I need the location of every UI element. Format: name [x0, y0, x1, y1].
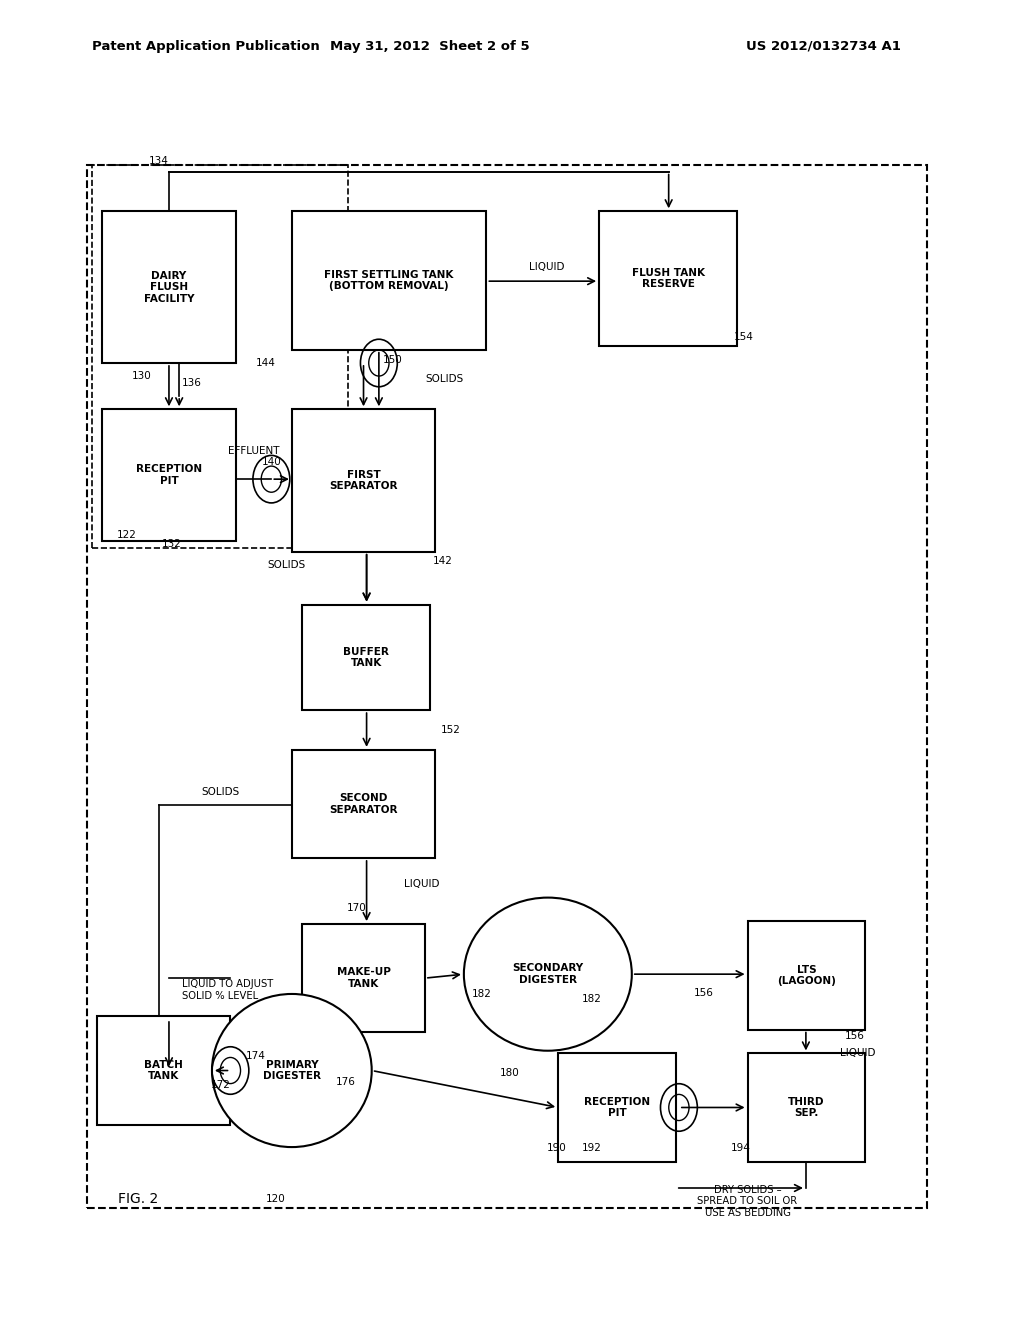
Text: 156: 156: [845, 1031, 864, 1041]
Text: 122: 122: [117, 529, 136, 540]
Text: 152: 152: [440, 725, 461, 735]
Text: DRY SOLIDS –
SPREAD TO SOIL OR
USE AS BEDDING: DRY SOLIDS – SPREAD TO SOIL OR USE AS BE…: [697, 1184, 798, 1218]
Text: FIRST
SEPARATOR: FIRST SEPARATOR: [330, 470, 397, 491]
Text: SECOND
SEPARATOR: SECOND SEPARATOR: [330, 793, 397, 814]
Text: BATCH
TANK: BATCH TANK: [144, 1060, 183, 1081]
Text: FIRST SETTLING TANK
(BOTTOM REMOVAL): FIRST SETTLING TANK (BOTTOM REMOVAL): [325, 269, 454, 292]
Text: SECONDARY
DIGESTER: SECONDARY DIGESTER: [512, 964, 584, 985]
Text: 134: 134: [150, 156, 169, 166]
Ellipse shape: [464, 898, 632, 1051]
Text: LIQUID TO ADJUST
SOLID % LEVEL: LIQUID TO ADJUST SOLID % LEVEL: [182, 979, 273, 1001]
Text: 120: 120: [266, 1193, 286, 1204]
Text: FIG. 2: FIG. 2: [118, 1192, 158, 1205]
Text: 140: 140: [261, 457, 282, 467]
FancyBboxPatch shape: [748, 1053, 865, 1162]
Text: Patent Application Publication: Patent Application Publication: [92, 40, 319, 53]
Text: US 2012/0132734 A1: US 2012/0132734 A1: [746, 40, 901, 53]
Text: 156: 156: [694, 987, 714, 998]
Text: SOLIDS: SOLIDS: [267, 560, 305, 570]
Text: RECEPTION
PIT: RECEPTION PIT: [136, 465, 202, 486]
Text: 174: 174: [246, 1051, 266, 1061]
Text: 142: 142: [432, 556, 453, 566]
Text: LIQUID: LIQUID: [840, 1048, 876, 1059]
Text: 180: 180: [500, 1068, 520, 1078]
Text: 136: 136: [182, 378, 202, 388]
Text: 150: 150: [382, 355, 402, 366]
Text: FLUSH TANK
RESERVE: FLUSH TANK RESERVE: [632, 268, 705, 289]
Text: 172: 172: [211, 1080, 231, 1090]
FancyBboxPatch shape: [302, 924, 425, 1032]
FancyBboxPatch shape: [292, 211, 486, 350]
Text: SOLIDS: SOLIDS: [425, 374, 463, 384]
Text: 192: 192: [582, 1143, 601, 1154]
Text: RECEPTION
PIT: RECEPTION PIT: [584, 1097, 650, 1118]
FancyBboxPatch shape: [292, 750, 435, 858]
Text: SOLIDS: SOLIDS: [201, 787, 240, 797]
Text: 182: 182: [582, 994, 602, 1005]
Text: 176: 176: [336, 1077, 356, 1088]
Text: LIQUID: LIQUID: [404, 879, 440, 890]
Text: 154: 154: [733, 331, 754, 342]
Text: LIQUID: LIQUID: [529, 261, 564, 272]
FancyBboxPatch shape: [102, 409, 236, 541]
Text: 144: 144: [256, 358, 276, 368]
Ellipse shape: [212, 994, 372, 1147]
Text: PRIMARY
DIGESTER: PRIMARY DIGESTER: [263, 1060, 321, 1081]
FancyBboxPatch shape: [748, 921, 865, 1030]
FancyBboxPatch shape: [292, 409, 435, 552]
FancyBboxPatch shape: [302, 605, 430, 710]
Text: 132: 132: [162, 539, 182, 549]
Text: LTS
(LAGOON): LTS (LAGOON): [777, 965, 836, 986]
Text: 182: 182: [471, 989, 492, 999]
Text: May 31, 2012  Sheet 2 of 5: May 31, 2012 Sheet 2 of 5: [331, 40, 529, 53]
Text: THIRD
SEP.: THIRD SEP.: [788, 1097, 824, 1118]
FancyBboxPatch shape: [102, 211, 236, 363]
FancyBboxPatch shape: [599, 211, 737, 346]
Text: BUFFER
TANK: BUFFER TANK: [343, 647, 389, 668]
Text: DAIRY
FLUSH
FACILITY: DAIRY FLUSH FACILITY: [143, 271, 195, 304]
FancyBboxPatch shape: [558, 1053, 676, 1162]
Text: 194: 194: [731, 1143, 751, 1154]
Text: EFFLUENT: EFFLUENT: [228, 446, 280, 457]
Text: 190: 190: [547, 1143, 566, 1154]
Text: MAKE-UP
TANK: MAKE-UP TANK: [337, 968, 390, 989]
Text: 170: 170: [347, 903, 367, 913]
Text: 130: 130: [132, 371, 152, 381]
FancyBboxPatch shape: [97, 1016, 230, 1125]
